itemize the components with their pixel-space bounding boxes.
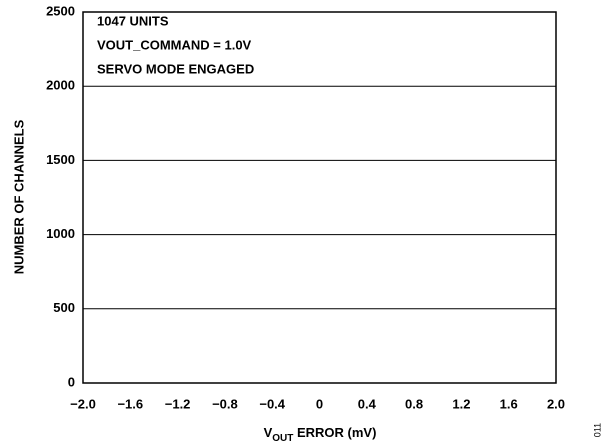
x-label-main: V [264,425,273,440]
y-tick-label: 2000 [46,78,75,93]
y-tick-label: 1000 [46,226,75,241]
y-tick-label: 0 [68,374,75,389]
x-label-sub: OUT [272,433,293,444]
x-axis-label: VOUT ERROR (mV) [264,425,377,443]
x-tick-label: 0 [316,396,323,411]
annotation: SERVO MODE ENGAGED [97,61,254,76]
x-tick-label: 1.2 [452,396,470,411]
y-tick-label: 1500 [46,152,75,167]
y-tick-label: 2500 [46,3,75,18]
y-axis-label: NUMBER OF CHANNELS [11,119,26,274]
x-tick-label: −1.2 [165,396,191,411]
plot-frame [82,11,557,384]
figure-id: 011 [592,423,602,437]
x-tick-label: 0.8 [405,396,423,411]
x-tick-label: −2.0 [70,396,96,411]
y-tick-label: 500 [53,300,75,315]
x-tick-label: −0.8 [212,396,238,411]
x-tick-label: 1.6 [500,396,518,411]
x-tick-label: 2.0 [547,396,565,411]
x-tick-label: −0.4 [259,396,285,411]
annotation: VOUT_COMMAND = 1.0V [97,37,252,52]
x-tick-label: 0.4 [358,396,377,411]
annotation: 1047 UNITS [97,13,169,28]
x-label-rest: ERROR (mV) [293,425,376,440]
x-tick-label: −1.6 [117,396,143,411]
